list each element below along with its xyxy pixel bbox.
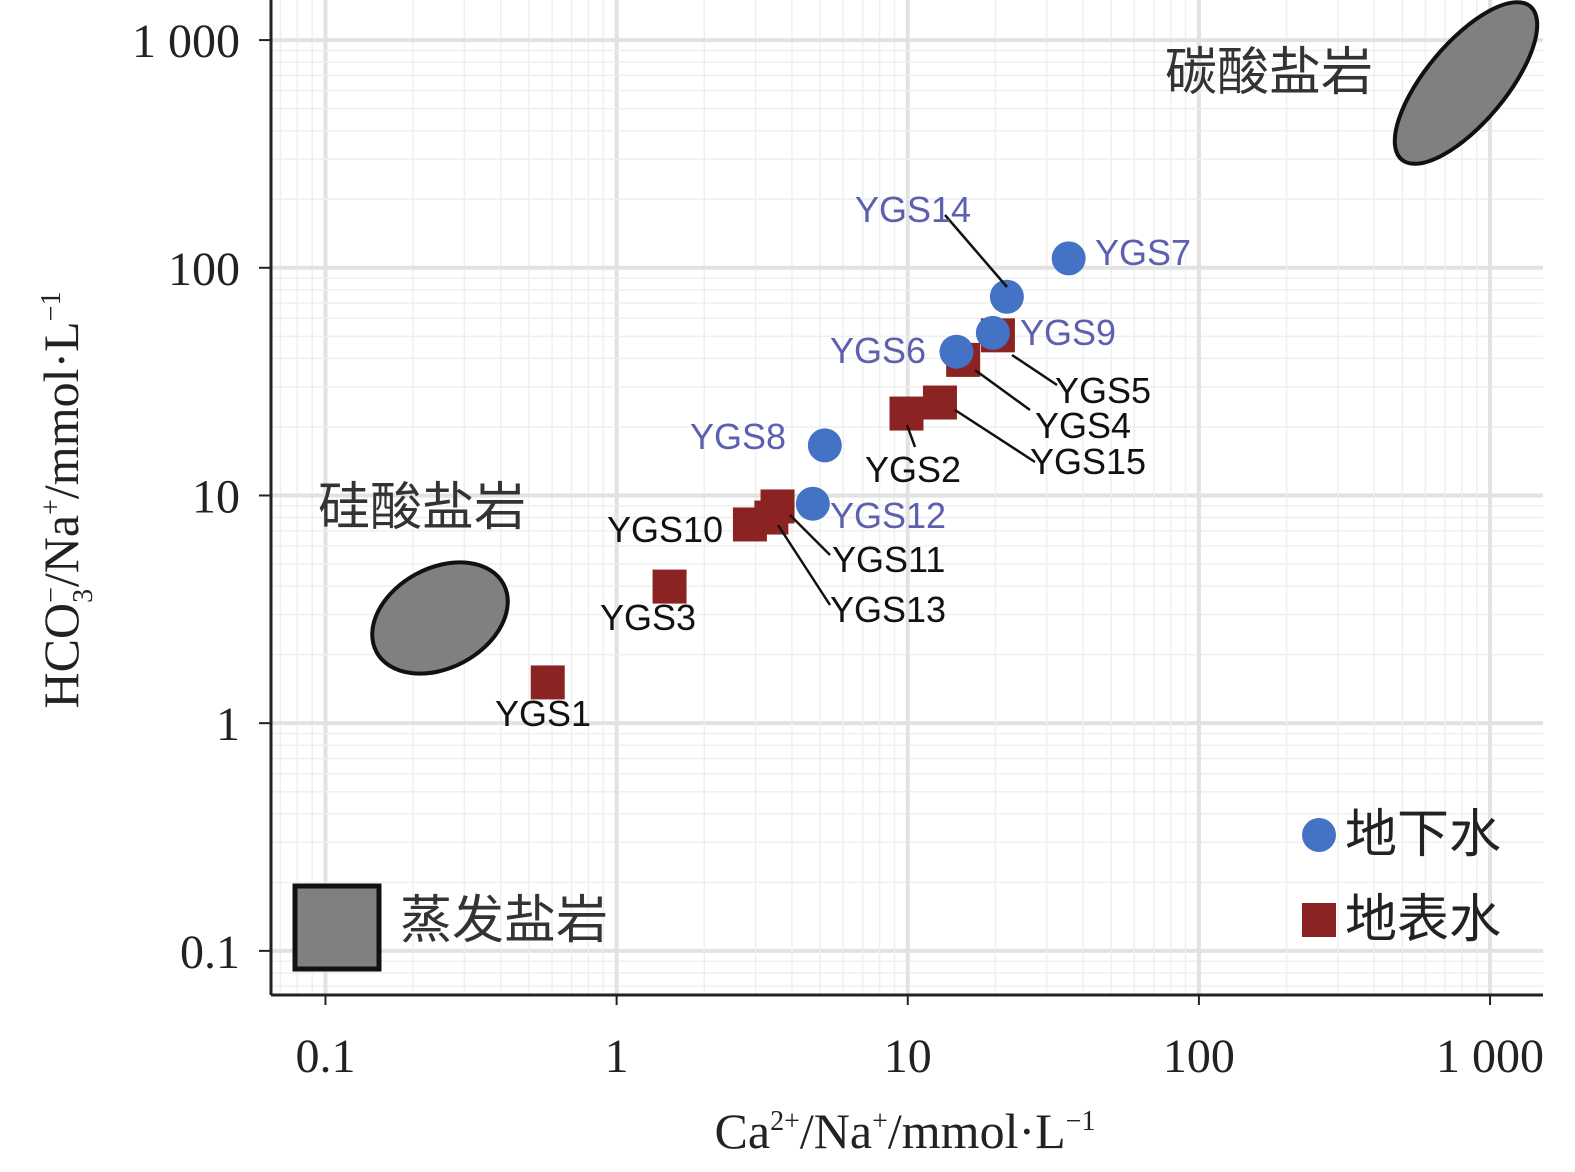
surface-water-point — [889, 396, 924, 431]
y-tick-label: 10 — [192, 470, 240, 523]
y-tick-label: 100 — [168, 243, 240, 296]
x-axis-title: Ca2+/Na+/mmol·L−1 — [715, 1103, 1096, 1159]
surface-water-point — [922, 385, 957, 420]
groundwater-point — [795, 486, 830, 521]
point-label: YGS13 — [830, 589, 946, 630]
groundwater-point — [975, 315, 1010, 350]
leader-line — [776, 524, 832, 606]
evaporite-legend-swatch — [292, 883, 382, 972]
x-tick-label: 100 — [1163, 1030, 1235, 1083]
x-tick-label: 0.1 — [295, 1030, 355, 1083]
y-tick-label: 1 000 — [132, 15, 240, 68]
x-tick-label: 1 000 — [1436, 1030, 1544, 1083]
groundwater-point — [807, 428, 842, 463]
point-label: YGS12 — [830, 495, 946, 536]
leader-line — [905, 424, 917, 448]
legend-surface-water-label: 地表水 — [1345, 892, 1501, 949]
point-label: YGS3 — [600, 597, 696, 638]
region-label: 碳酸盐岩 — [1165, 45, 1373, 102]
surface-water-point — [732, 507, 767, 542]
leader-line — [944, 214, 1008, 288]
point-label: YGS7 — [1095, 232, 1191, 273]
groundwater-point — [939, 334, 974, 369]
surface-water-point — [652, 569, 687, 604]
x-tick-label: 10 — [884, 1030, 932, 1083]
y-tick-label: 1 — [216, 698, 240, 751]
region-label: 硅酸盐岩 — [318, 480, 526, 537]
leader-line — [789, 514, 831, 556]
region-label: 蒸发盐岩 — [400, 893, 608, 950]
legend-groundwater-marker — [1302, 818, 1336, 852]
point-label: YGS8 — [690, 416, 786, 457]
y-axis-title: HCO3−/Na+/mmol·L−1 — [33, 292, 99, 709]
point-label: YGS15 — [1030, 441, 1146, 482]
groundwater-point — [989, 279, 1024, 314]
carbonate-region — [1392, 0, 1540, 166]
leader-line — [974, 368, 1031, 412]
point-label: YGS4 — [1035, 405, 1131, 446]
y-tick-label: 0.1 — [180, 926, 240, 979]
legend-groundwater-label: 地下水 — [1345, 807, 1501, 864]
x-tick-label: 1 — [605, 1030, 629, 1083]
surface-water-point — [530, 665, 565, 700]
legend-surface-water-marker — [1302, 903, 1336, 937]
point-label: YGS2 — [865, 449, 961, 490]
point-label: YGS5 — [1055, 370, 1151, 411]
point-label: YGS14 — [855, 189, 971, 230]
groundwater-point — [1051, 241, 1086, 276]
point-label: YGS6 — [830, 330, 926, 371]
point-label: YGS11 — [832, 539, 945, 580]
leader-line — [954, 408, 1036, 464]
point-label: YGS10 — [607, 509, 723, 550]
silicate-region — [370, 560, 510, 676]
leader-line — [1011, 353, 1058, 387]
point-label: YGS1 — [495, 693, 591, 734]
point-label: YGS9 — [1020, 312, 1116, 353]
